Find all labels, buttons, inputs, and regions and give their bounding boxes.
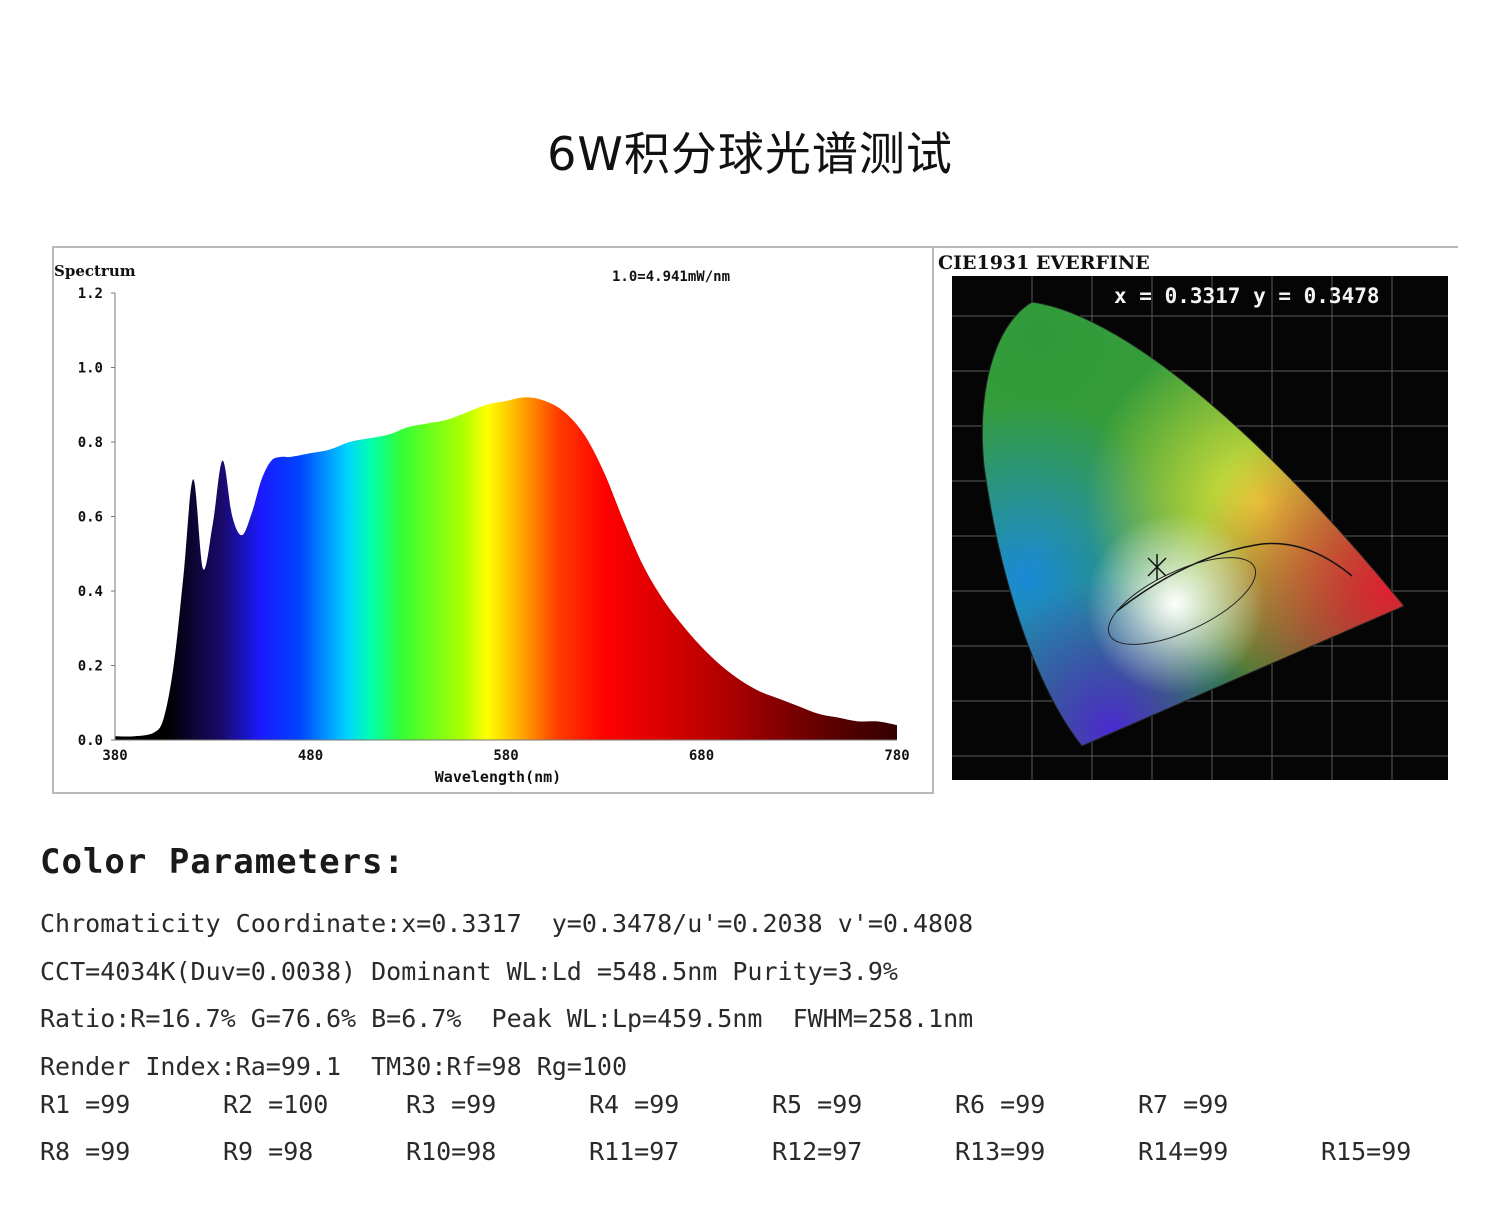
spectrum-area <box>115 397 897 740</box>
y-tick-label: 0.2 <box>78 659 103 675</box>
r-value: R15=99 <box>1321 1137 1412 1166</box>
r-value: R8 =99 <box>40 1137 131 1166</box>
r-value: R9 =98 <box>223 1137 314 1166</box>
cie-plot-area <box>952 276 1448 780</box>
r-values-grid: R1 =99 R2 =100 R3 =99 R4 =99 R5 =99 R6 =… <box>40 1090 1480 1185</box>
y-tick-label: 0.8 <box>78 435 103 451</box>
param-chromaticity: Chromaticity Coordinate:x=0.3317 y=0.347… <box>40 909 974 938</box>
planckian-locus <box>1116 542 1353 612</box>
r-value: R6 =99 <box>955 1090 1046 1119</box>
r-value: R1 =99 <box>40 1090 131 1119</box>
param-ratio: Ratio:R=16.7% G=76.6% B=6.7% Peak WL:Lp=… <box>40 1004 974 1033</box>
cie-color-gamut <box>982 302 1405 746</box>
cie-coordinates: x = 0.3317 y = 0.3478 <box>1114 284 1380 308</box>
x-tick-label: 380 <box>102 748 127 764</box>
chart-panel: 1.2 1.0 0.8 0.6 0.4 0.2 0.0 380 480 580 680 780 Spe… <box>52 246 1460 794</box>
r-value: R3 =99 <box>406 1090 497 1119</box>
params-heading: Color Parameters: <box>40 842 405 882</box>
page-title: 6W积分球光谱测试 <box>547 127 953 181</box>
r-value: R13=99 <box>955 1137 1046 1166</box>
r-value: R5 =99 <box>772 1090 863 1119</box>
spectrum-label: Spectrum <box>54 262 136 280</box>
r-value: R10=98 <box>406 1137 497 1166</box>
measured-point-marker <box>1147 554 1167 580</box>
y-tick-label: 0.0 <box>78 733 103 749</box>
y-tick-label: 0.4 <box>78 584 103 600</box>
param-cct: CCT=4034K(Duv=0.0038) Dominant WL:Ld =54… <box>40 956 898 986</box>
cie-chromaticity-diagram <box>952 276 1448 780</box>
r-value: R14=99 <box>1138 1137 1229 1166</box>
cie-diagram-panel: CIE1931 EVERFINE <box>932 248 1460 794</box>
r-value: R12=97 <box>772 1137 863 1166</box>
x-axis-label: Wavelength(nm) <box>435 768 561 786</box>
param-render-index: Render Index:Ra=99.1 TM30:Rf=98 Rg=100 <box>40 1051 627 1081</box>
color-parameters: Color Parameters: Chromaticity Coordinat… <box>40 842 1480 1185</box>
x-tick-label: 480 <box>298 748 323 764</box>
y-tick-label: 0.6 <box>78 510 103 526</box>
scale-note: 1.0=4.941mW/nm <box>612 269 730 285</box>
r-value: R7 =99 <box>1138 1090 1229 1119</box>
cie-title: CIE1931 EVERFINE <box>936 252 1152 274</box>
y-tick-label: 1.2 <box>78 286 103 302</box>
x-tick-label: 580 <box>493 748 518 764</box>
macadam-ellipse <box>1107 557 1257 645</box>
y-tick-label: 1.0 <box>78 361 103 377</box>
x-tick-label: 680 <box>689 748 714 764</box>
x-tick-label: 780 <box>884 748 909 764</box>
r-value: R11=97 <box>589 1137 680 1166</box>
r-value: R2 =100 <box>223 1090 329 1119</box>
r-value: R4 =99 <box>589 1090 680 1119</box>
